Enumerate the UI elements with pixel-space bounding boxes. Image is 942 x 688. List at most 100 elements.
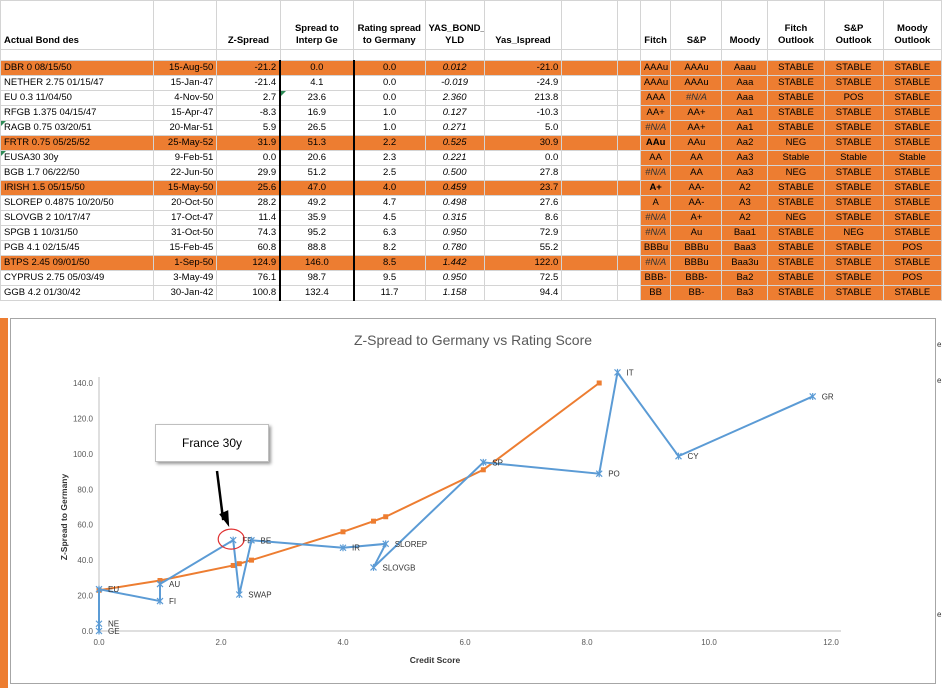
table-cell[interactable]: BB- <box>670 285 723 301</box>
table-cell[interactable]: EUSA30 30y <box>0 150 155 166</box>
table-cell[interactable]: AA <box>639 150 672 166</box>
table-cell[interactable] <box>561 120 619 136</box>
table-cell[interactable]: 0.0 <box>353 90 426 106</box>
table-cell[interactable]: 0.525 <box>424 135 485 151</box>
table-cell[interactable]: 74.3 <box>216 225 281 241</box>
table-cell[interactable]: STABLE <box>882 135 942 151</box>
table-cell[interactable]: 9-Feb-51 <box>153 150 218 166</box>
empty-cell[interactable] <box>353 49 426 61</box>
empty-cell[interactable] <box>216 49 281 61</box>
table-cell[interactable]: STABLE <box>823 285 884 301</box>
table-cell[interactable]: STABLE <box>767 270 825 286</box>
table-cell[interactable]: 0.271 <box>424 120 485 136</box>
table-cell[interactable]: 0.315 <box>424 210 485 226</box>
table-cell[interactable] <box>617 180 641 196</box>
table-cell[interactable]: SPGB 1 10/31/50 <box>0 225 155 241</box>
column-header[interactable]: Moody <box>721 0 769 50</box>
table-cell[interactable]: AA <box>670 150 723 166</box>
table-cell[interactable] <box>617 285 641 301</box>
table-cell[interactable]: STABLE <box>823 75 884 91</box>
table-cell[interactable]: Baa3u <box>721 255 769 271</box>
table-cell[interactable]: 0.0 <box>483 150 563 166</box>
table-cell[interactable]: 35.9 <box>279 210 355 226</box>
table-cell[interactable]: AAu <box>639 135 672 151</box>
table-cell[interactable]: 29.9 <box>216 165 281 181</box>
table-cell[interactable]: 0.459 <box>424 180 485 196</box>
table-cell[interactable]: 146.0 <box>279 255 355 271</box>
table-cell[interactable]: 26.5 <box>279 120 355 136</box>
table-cell[interactable]: POS <box>882 240 942 256</box>
table-cell[interactable]: STABLE <box>823 270 884 286</box>
table-cell[interactable] <box>561 105 619 121</box>
empty-cell[interactable] <box>823 49 884 61</box>
table-cell[interactable]: 0.0 <box>279 60 355 76</box>
table-cell[interactable]: 4.7 <box>353 195 426 211</box>
table-cell[interactable] <box>617 210 641 226</box>
column-header[interactable]: Actual Bond des <box>0 0 155 50</box>
table-cell[interactable]: A+ <box>670 210 723 226</box>
table-cell[interactable]: 4-Nov-50 <box>153 90 218 106</box>
table-cell[interactable] <box>617 120 641 136</box>
table-cell[interactable]: STABLE <box>823 255 884 271</box>
table-cell[interactable]: STABLE <box>882 165 942 181</box>
table-cell[interactable]: #N/A <box>639 210 672 226</box>
table-cell[interactable] <box>561 60 619 76</box>
table-cell[interactable]: STABLE <box>823 240 884 256</box>
table-cell[interactable]: BTPS 2.45 09/01/50 <box>0 255 155 271</box>
table-cell[interactable]: DBR 0 08/15/50 <box>0 60 155 76</box>
table-cell[interactable]: STABLE <box>882 225 942 241</box>
table-cell[interactable]: 0.221 <box>424 150 485 166</box>
table-cell[interactable]: A <box>639 195 672 211</box>
table-cell[interactable] <box>561 195 619 211</box>
table-cell[interactable]: NEG <box>823 225 884 241</box>
table-cell[interactable]: 51.3 <box>279 135 355 151</box>
table-cell[interactable]: Baa3 <box>721 240 769 256</box>
table-cell[interactable] <box>561 240 619 256</box>
table-cell[interactable]: Au <box>670 225 723 241</box>
table-cell[interactable]: 11.4 <box>216 210 281 226</box>
empty-cell[interactable] <box>483 49 563 61</box>
table-cell[interactable]: STABLE <box>823 210 884 226</box>
table-cell[interactable]: AAAu <box>639 60 672 76</box>
column-header[interactable]: Rating spread to Germany <box>353 0 426 50</box>
table-cell[interactable]: Ba3 <box>721 285 769 301</box>
table-cell[interactable]: 124.9 <box>216 255 281 271</box>
table-cell[interactable]: SLOREP 0.4875 10/20/50 <box>0 195 155 211</box>
table-cell[interactable]: PGB 4.1 02/15/45 <box>0 240 155 256</box>
table-cell[interactable] <box>561 150 619 166</box>
table-cell[interactable]: Aaa <box>721 75 769 91</box>
table-cell[interactable]: STABLE <box>767 240 825 256</box>
table-cell[interactable] <box>561 270 619 286</box>
table-cell[interactable]: 49.2 <box>279 195 355 211</box>
table-cell[interactable]: STABLE <box>823 105 884 121</box>
column-header[interactable]: S&P <box>670 0 723 50</box>
table-cell[interactable]: 76.1 <box>216 270 281 286</box>
table-cell[interactable]: RFGB 1.375 04/15/47 <box>0 105 155 121</box>
table-cell[interactable]: A+ <box>639 180 672 196</box>
empty-cell[interactable] <box>670 49 723 61</box>
table-cell[interactable] <box>617 105 641 121</box>
table-cell[interactable] <box>561 75 619 91</box>
table-cell[interactable]: STABLE <box>767 285 825 301</box>
table-cell[interactable] <box>561 180 619 196</box>
table-cell[interactable]: 23.7 <box>483 180 563 196</box>
table-cell[interactable]: 1.158 <box>424 285 485 301</box>
column-header[interactable]: Fitch <box>639 0 672 50</box>
table-cell[interactable]: 23.6 <box>279 90 355 106</box>
table-cell[interactable] <box>561 225 619 241</box>
table-cell[interactable]: STABLE <box>823 60 884 76</box>
table-cell[interactable]: BBB- <box>670 270 723 286</box>
table-cell[interactable]: 2.360 <box>424 90 485 106</box>
table-cell[interactable]: 0.780 <box>424 240 485 256</box>
table-cell[interactable] <box>561 90 619 106</box>
table-cell[interactable]: BBBu <box>670 255 723 271</box>
table-cell[interactable]: STABLE <box>767 255 825 271</box>
table-cell[interactable]: A3 <box>721 195 769 211</box>
table-cell[interactable]: 4.0 <box>353 180 426 196</box>
table-cell[interactable]: 20.6 <box>279 150 355 166</box>
column-header[interactable] <box>153 0 218 50</box>
table-cell[interactable]: A2 <box>721 180 769 196</box>
column-header[interactable]: Yas_Ispread <box>483 0 563 50</box>
table-cell[interactable]: 0.500 <box>424 165 485 181</box>
table-cell[interactable]: 17-Oct-47 <box>153 210 218 226</box>
